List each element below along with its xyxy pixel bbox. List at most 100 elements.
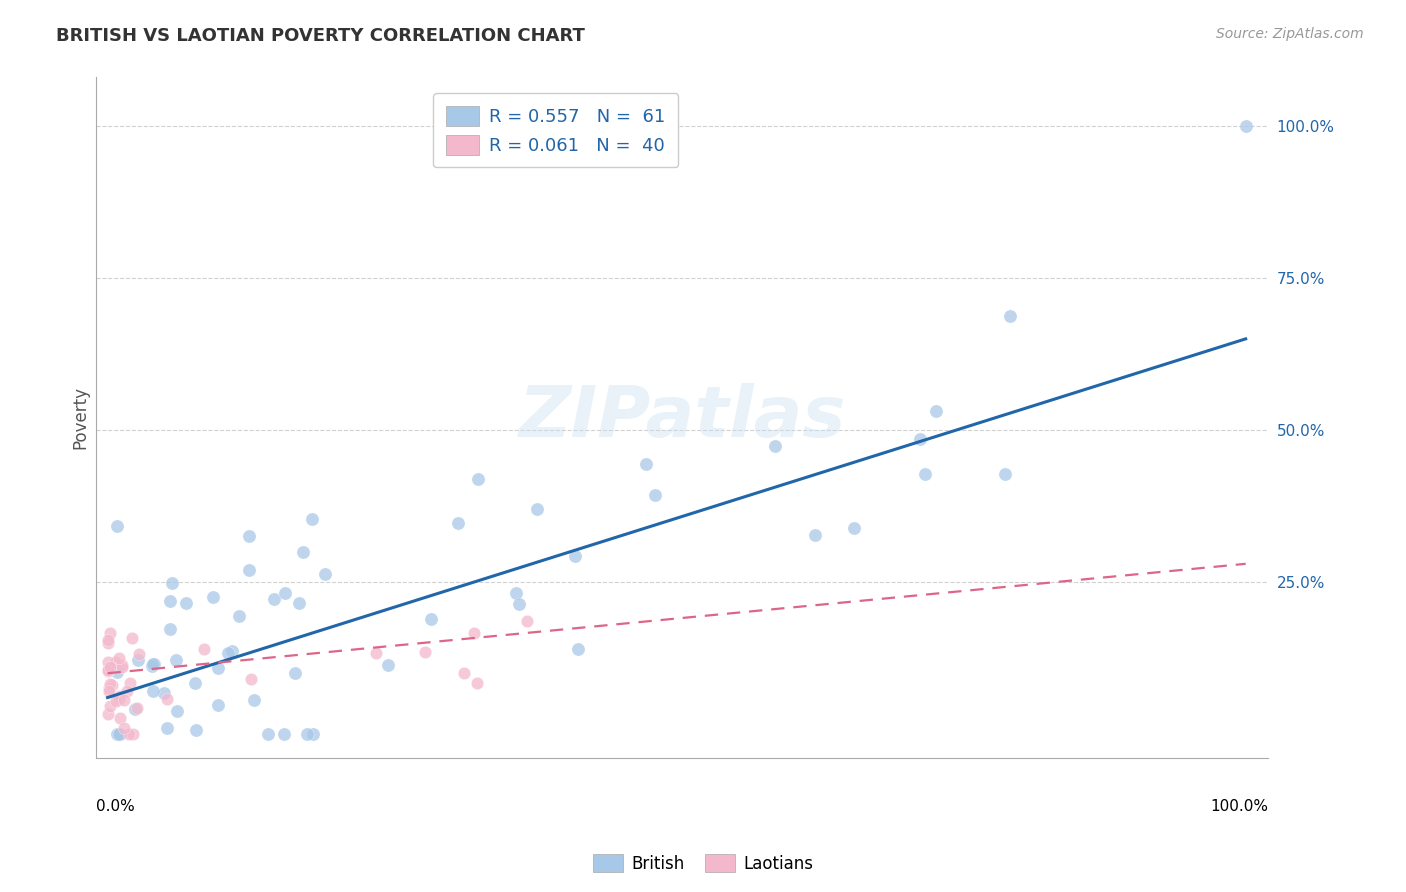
Point xyxy=(97,636,120,650)
Legend: British, Laotians: British, Laotians xyxy=(586,847,820,880)
Point xyxy=(112,721,135,735)
Point xyxy=(925,403,948,417)
Point xyxy=(634,457,657,471)
Point xyxy=(98,699,121,714)
Point xyxy=(97,684,120,698)
Point xyxy=(159,622,181,636)
Point xyxy=(111,658,134,673)
Point xyxy=(505,586,527,600)
Point xyxy=(413,645,436,659)
Point xyxy=(516,615,538,629)
Point xyxy=(110,689,132,703)
Point xyxy=(152,686,174,700)
Point xyxy=(98,681,121,695)
Point xyxy=(274,585,297,599)
Point xyxy=(118,727,141,741)
Point xyxy=(564,549,586,564)
Point xyxy=(107,650,129,665)
Point xyxy=(238,529,260,543)
Point xyxy=(127,653,149,667)
Point xyxy=(143,657,166,671)
Point xyxy=(273,727,295,741)
Point xyxy=(156,692,179,706)
Point xyxy=(567,642,589,657)
Point xyxy=(238,563,260,577)
Text: ZIPatlas: ZIPatlas xyxy=(519,384,846,452)
Point xyxy=(108,692,131,706)
Point xyxy=(201,590,224,604)
Point xyxy=(108,727,131,741)
Point xyxy=(104,693,127,707)
Point xyxy=(110,727,132,741)
Point xyxy=(98,661,121,675)
Point xyxy=(97,707,120,722)
Point xyxy=(104,655,127,669)
Point xyxy=(364,646,387,660)
Point xyxy=(105,519,128,533)
Text: 100.0%: 100.0% xyxy=(1211,799,1268,814)
Point xyxy=(644,487,666,501)
Point xyxy=(184,723,207,737)
Point xyxy=(910,432,932,446)
Point xyxy=(844,521,866,535)
Point xyxy=(121,632,143,646)
Point xyxy=(159,594,181,608)
Point xyxy=(101,678,124,692)
Point xyxy=(287,596,309,610)
Point xyxy=(291,544,314,558)
Text: 0.0%: 0.0% xyxy=(96,799,135,814)
Text: Source: ZipAtlas.com: Source: ZipAtlas.com xyxy=(1216,27,1364,41)
Point xyxy=(243,693,266,707)
Point xyxy=(467,472,489,486)
Point xyxy=(994,467,1017,482)
Point xyxy=(165,653,187,667)
Point xyxy=(98,676,121,690)
Point xyxy=(193,642,215,657)
Point xyxy=(207,698,229,713)
Point xyxy=(128,647,150,661)
Point xyxy=(301,512,323,526)
Point xyxy=(221,644,243,658)
Point xyxy=(217,646,239,660)
Point xyxy=(98,660,121,674)
Point xyxy=(97,655,120,669)
Point xyxy=(207,661,229,675)
Point xyxy=(508,597,530,611)
Point xyxy=(108,710,131,724)
Point xyxy=(105,727,128,741)
Point xyxy=(141,659,163,673)
Point xyxy=(447,516,470,530)
Point xyxy=(142,657,165,671)
Point xyxy=(117,684,139,698)
Y-axis label: Poverty: Poverty xyxy=(72,386,89,450)
Point xyxy=(125,700,148,714)
Point xyxy=(263,591,285,606)
Point xyxy=(239,672,262,686)
Point xyxy=(160,576,183,591)
Point xyxy=(228,608,250,623)
Point xyxy=(1234,119,1257,133)
Point xyxy=(112,692,135,706)
Point xyxy=(111,659,134,673)
Point xyxy=(914,467,936,481)
Point xyxy=(377,658,399,673)
Point xyxy=(184,676,207,690)
Point xyxy=(526,501,548,516)
Point xyxy=(105,665,128,679)
Point xyxy=(124,702,146,716)
Point xyxy=(297,727,319,741)
Point xyxy=(257,727,280,741)
Point xyxy=(302,727,325,741)
Point xyxy=(314,566,336,581)
Point xyxy=(1000,309,1022,323)
Text: BRITISH VS LAOTIAN POVERTY CORRELATION CHART: BRITISH VS LAOTIAN POVERTY CORRELATION C… xyxy=(56,27,585,45)
Point xyxy=(453,665,475,680)
Legend: R = 0.557   N =  61, R = 0.061   N =  40: R = 0.557 N = 61, R = 0.061 N = 40 xyxy=(433,94,678,168)
Point xyxy=(121,727,143,741)
Point xyxy=(763,439,786,453)
Point xyxy=(156,721,179,735)
Point xyxy=(97,663,120,677)
Point xyxy=(284,665,307,680)
Point xyxy=(463,626,485,640)
Point xyxy=(804,528,827,542)
